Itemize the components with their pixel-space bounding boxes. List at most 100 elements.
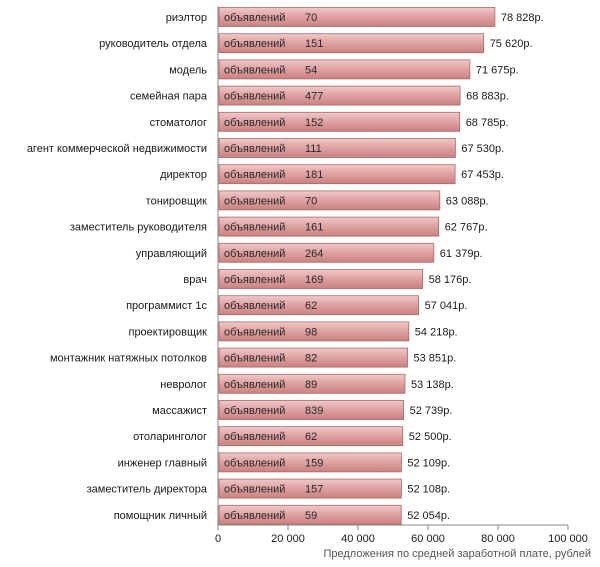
value-label: 62 767р. — [445, 222, 488, 234]
bar — [218, 85, 461, 106]
bar — [218, 242, 435, 263]
category-label: невролог — [160, 379, 207, 391]
value-label: 52 054р. — [407, 510, 450, 522]
bar-prefix-label: объявлений — [224, 300, 285, 312]
ad-count-label: 159 — [305, 457, 323, 469]
value-label: 52 109р. — [407, 457, 450, 469]
bar-prefix-label: объявлений — [224, 143, 285, 155]
category-label: программист 1с — [126, 300, 207, 312]
category-label: директор — [160, 169, 207, 181]
value-label: 63 088р. — [446, 195, 489, 207]
ad-count-label: 152 — [305, 117, 323, 129]
x-tick-label: 40 000 — [341, 533, 375, 545]
category-label: монтажник натяжных потолков — [50, 353, 207, 365]
category-label: управляющий — [136, 248, 207, 260]
ad-count-label: 157 — [305, 484, 323, 496]
bar — [218, 321, 410, 342]
ad-count-label: 70 — [305, 195, 317, 207]
bar-prefix-label: объявлений — [224, 169, 285, 181]
value-label: 53 138р. — [411, 379, 454, 391]
bar — [218, 190, 441, 211]
category-labels: риэлтор руководитель отдела модель семейная… — [27, 12, 208, 522]
value-label: 75 620р. — [490, 38, 533, 50]
value-labels: 78 828р. 75 620р. 71 675р. 68 883р. 68 785р.… — [407, 12, 544, 522]
ad-count-label: 62 — [305, 300, 317, 312]
ad-count-label: 477 — [305, 91, 323, 103]
ad-count-label: 264 — [305, 248, 323, 260]
bar — [218, 59, 471, 80]
ad-count-label: 54 — [305, 64, 317, 76]
bar-prefix-label: объявлений — [224, 457, 285, 469]
bar-prefix-label: объявлений — [224, 405, 285, 417]
value-label: 58 176р. — [429, 274, 472, 286]
x-tick-label: 60 000 — [411, 533, 445, 545]
bar — [218, 216, 440, 237]
value-label: 52 739р. — [410, 405, 453, 417]
ad-count-label: 169 — [305, 274, 323, 286]
category-label: заместитель руководителя — [70, 222, 207, 234]
bars-layer: объявлений 70 объявлений 151 объявлений 54 объ… — [218, 7, 496, 525]
category-label: агент коммерческой недвижимости — [27, 143, 207, 155]
value-label: 52 108р. — [407, 484, 450, 496]
bar-prefix-label: объявлений — [224, 484, 285, 496]
bar — [218, 452, 402, 473]
category-label: заместитель директора — [87, 484, 208, 496]
bar-prefix-label: объявлений — [224, 353, 285, 365]
value-label: 67 530р. — [461, 143, 504, 155]
x-tick-label: 100 000 — [548, 533, 588, 545]
bar — [218, 504, 402, 525]
x-tick-label: 0 — [215, 533, 221, 545]
value-label: 68 785р. — [466, 117, 509, 129]
bar — [218, 400, 405, 420]
ad-count-label: 839 — [305, 405, 323, 417]
category-label: тонировщик — [146, 195, 208, 207]
ad-count-label: 161 — [305, 222, 323, 234]
category-label: инженер главный — [118, 457, 207, 469]
ad-count-label: 59 — [305, 510, 317, 522]
bar-prefix-label: объявлений — [224, 12, 285, 24]
bar-prefix-label: объявлений — [224, 222, 285, 234]
bar — [218, 269, 424, 289]
ad-count-label: 62 — [305, 431, 317, 443]
value-label: 54 218р. — [415, 326, 458, 338]
category-label: помощник личный — [114, 510, 207, 522]
ad-count-label: 151 — [305, 38, 323, 50]
category-label: руководитель отдела — [99, 38, 208, 50]
category-label: риэлтор — [166, 12, 207, 24]
bar — [218, 164, 456, 185]
bar — [218, 111, 461, 132]
bar — [218, 138, 456, 158]
bar — [218, 33, 485, 54]
bar-prefix-label: объявлений — [224, 91, 285, 103]
bar-prefix-label: объявлений — [224, 117, 285, 129]
category-label: врач — [183, 274, 207, 286]
x-axis: 0 20 000 40 000 60 000 80 000 100 000 — [215, 6, 588, 545]
bar — [218, 7, 496, 27]
bar — [218, 295, 420, 316]
bar-prefix-label: объявлений — [224, 379, 285, 391]
value-label: 61 379р. — [440, 248, 483, 260]
bar-prefix-label: объявлений — [224, 510, 285, 522]
category-label: массажист — [152, 405, 207, 417]
bar — [218, 426, 404, 447]
ad-count-label: 111 — [305, 143, 322, 155]
category-label: модель — [169, 64, 207, 76]
value-label: 71 675р. — [476, 64, 519, 76]
bar-prefix-label: объявлений — [224, 326, 285, 338]
bar — [218, 347, 408, 368]
ad-count-label: 89 — [305, 379, 317, 391]
value-label: 67 453р. — [461, 169, 504, 181]
bar — [218, 478, 402, 499]
ad-count-label: 98 — [305, 326, 317, 338]
bar — [218, 373, 406, 394]
category-label: проектировщик — [128, 326, 207, 338]
value-label: 52 500р. — [409, 431, 452, 443]
value-label: 68 883р. — [466, 91, 509, 103]
x-axis-title: Предложения по средней заработной плате,… — [323, 548, 591, 560]
bar-prefix-label: объявлений — [224, 248, 285, 260]
value-label: 57 041р. — [425, 300, 468, 312]
category-label: семейная пара — [130, 91, 208, 103]
ad-count-label: 82 — [305, 353, 317, 365]
category-label: стоматолог — [150, 117, 207, 129]
